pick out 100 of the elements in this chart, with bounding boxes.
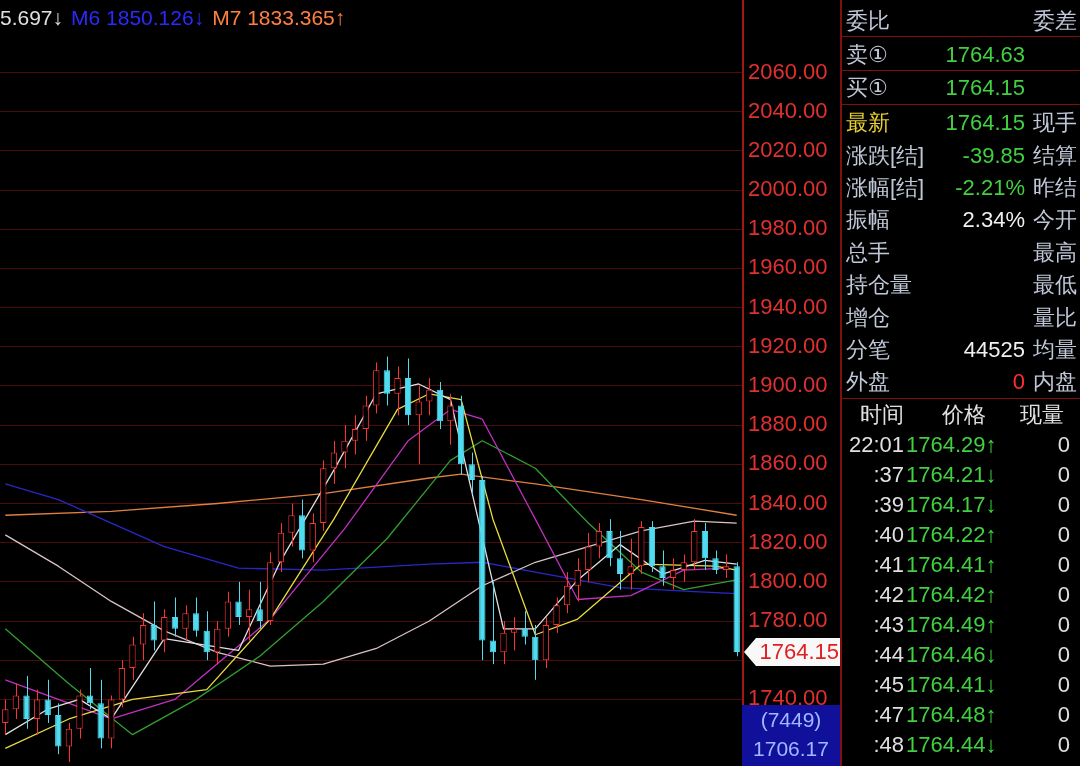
y-tick-label: 2040.00 bbox=[748, 97, 828, 123]
text: :40 bbox=[873, 522, 904, 548]
candlestick bbox=[521, 610, 528, 646]
candlestick bbox=[288, 502, 295, 548]
text: :45 bbox=[873, 672, 904, 698]
text: 总手 bbox=[846, 239, 890, 266]
text: 1764.41↓ bbox=[906, 672, 997, 698]
text: 0 bbox=[1057, 672, 1070, 698]
text: 振幅 bbox=[846, 207, 890, 234]
candlestick bbox=[426, 377, 433, 416]
text: 0 bbox=[1057, 732, 1070, 758]
text: :39 bbox=[873, 492, 904, 518]
candlestick bbox=[256, 581, 263, 630]
text: 涨幅[结] bbox=[846, 175, 925, 201]
text: 委差 bbox=[1033, 8, 1077, 34]
y-tick-label: 1960.00 bbox=[748, 254, 828, 280]
text: 1764.21↓ bbox=[906, 462, 997, 488]
text: :37 bbox=[873, 462, 904, 488]
candlestick bbox=[616, 530, 624, 591]
text: 0 bbox=[1057, 552, 1070, 578]
candlestick bbox=[2, 698, 9, 736]
text: 委比 bbox=[846, 8, 890, 34]
candlestick bbox=[44, 679, 51, 724]
text: 卖① bbox=[846, 42, 888, 69]
text: 价格 bbox=[942, 402, 986, 428]
text: 买① bbox=[846, 74, 888, 101]
text: 量比 bbox=[1033, 304, 1077, 331]
candlestick bbox=[245, 589, 253, 642]
text: 1764.41↑ bbox=[906, 552, 997, 578]
y-tick-label: 1880.00 bbox=[748, 411, 828, 437]
candlestick bbox=[33, 689, 41, 736]
text: 1764.22↑ bbox=[906, 522, 997, 548]
text: 1764.15 bbox=[945, 110, 1025, 137]
candlestick bbox=[553, 597, 560, 634]
y-tick-label: 2060.00 bbox=[748, 58, 828, 84]
text: 时间 bbox=[860, 402, 904, 428]
text: 持仓量 bbox=[846, 272, 912, 299]
y-tick-label: 2000.00 bbox=[748, 176, 828, 202]
candlestick bbox=[722, 553, 730, 579]
candlestick bbox=[86, 667, 94, 710]
candlestick bbox=[712, 550, 719, 575]
text: 今开 bbox=[1033, 207, 1077, 234]
text: 1764.46↓ bbox=[906, 642, 997, 668]
text: 2.34% bbox=[962, 207, 1025, 234]
candlestick bbox=[192, 597, 200, 638]
y-tick-label: 1920.00 bbox=[748, 332, 828, 358]
text: 0 bbox=[1057, 612, 1070, 638]
y-tick-label: 2020.00 bbox=[748, 136, 828, 162]
text: 1764.63 bbox=[945, 42, 1025, 69]
candlestick bbox=[595, 522, 603, 559]
candlestick bbox=[341, 424, 348, 469]
candlestick bbox=[394, 365, 401, 416]
text: 内盘 bbox=[1033, 369, 1077, 396]
text: 1764.49↑ bbox=[906, 612, 997, 638]
y-tick-label: 1940.00 bbox=[748, 293, 828, 319]
text: 现量 bbox=[1020, 402, 1064, 428]
text: 0 bbox=[1057, 642, 1070, 668]
text: 1764.15 bbox=[945, 74, 1025, 101]
candlestick bbox=[12, 683, 20, 720]
text: :43 bbox=[873, 612, 904, 638]
text: 1764.17↓ bbox=[906, 492, 997, 518]
candlestick bbox=[139, 612, 147, 661]
candlestick bbox=[23, 675, 30, 730]
text: 22:01 bbox=[848, 432, 904, 458]
candlestick bbox=[171, 597, 179, 638]
text: 结算 bbox=[1033, 142, 1077, 169]
candlestick bbox=[669, 557, 677, 591]
text: :44 bbox=[873, 642, 904, 668]
text: :42 bbox=[873, 582, 904, 608]
y-tick-label: 1900.00 bbox=[748, 372, 828, 397]
text: :48 bbox=[873, 732, 904, 758]
text: 1764.48↑ bbox=[906, 702, 997, 728]
text: 最新 bbox=[846, 110, 890, 137]
candlestick bbox=[447, 393, 454, 446]
text: 0 bbox=[1057, 492, 1070, 518]
candlestick bbox=[468, 452, 475, 495]
text: 增仓 bbox=[846, 304, 890, 331]
y-tick-label: 1840.00 bbox=[748, 489, 828, 515]
y-tick-label: 1980.00 bbox=[748, 215, 828, 241]
text: 1764.42↑ bbox=[906, 582, 997, 608]
candlestick bbox=[574, 557, 581, 602]
text: 1706.17 bbox=[752, 736, 830, 762]
candlestick bbox=[627, 538, 634, 591]
candlestick bbox=[351, 414, 359, 456]
candlestick bbox=[659, 550, 666, 587]
text: 现手 bbox=[1033, 110, 1077, 137]
candlestick bbox=[383, 356, 391, 407]
y-tick-label: 1780.00 bbox=[748, 607, 828, 633]
text: 0 bbox=[1057, 432, 1070, 458]
annotation: M7 1833.365↑ bbox=[212, 6, 346, 29]
text: 涨跌[结] bbox=[846, 142, 925, 169]
text: 均量 bbox=[1033, 337, 1077, 363]
text: 昨结 bbox=[1033, 175, 1077, 201]
candlestick bbox=[510, 616, 518, 651]
text: 外盘 bbox=[846, 369, 890, 396]
text: 1764.29↑ bbox=[906, 432, 997, 458]
candlestick bbox=[500, 620, 507, 665]
candlestick bbox=[235, 581, 242, 626]
text: 1764.44↓ bbox=[906, 732, 997, 758]
text: 0 bbox=[1057, 702, 1070, 728]
